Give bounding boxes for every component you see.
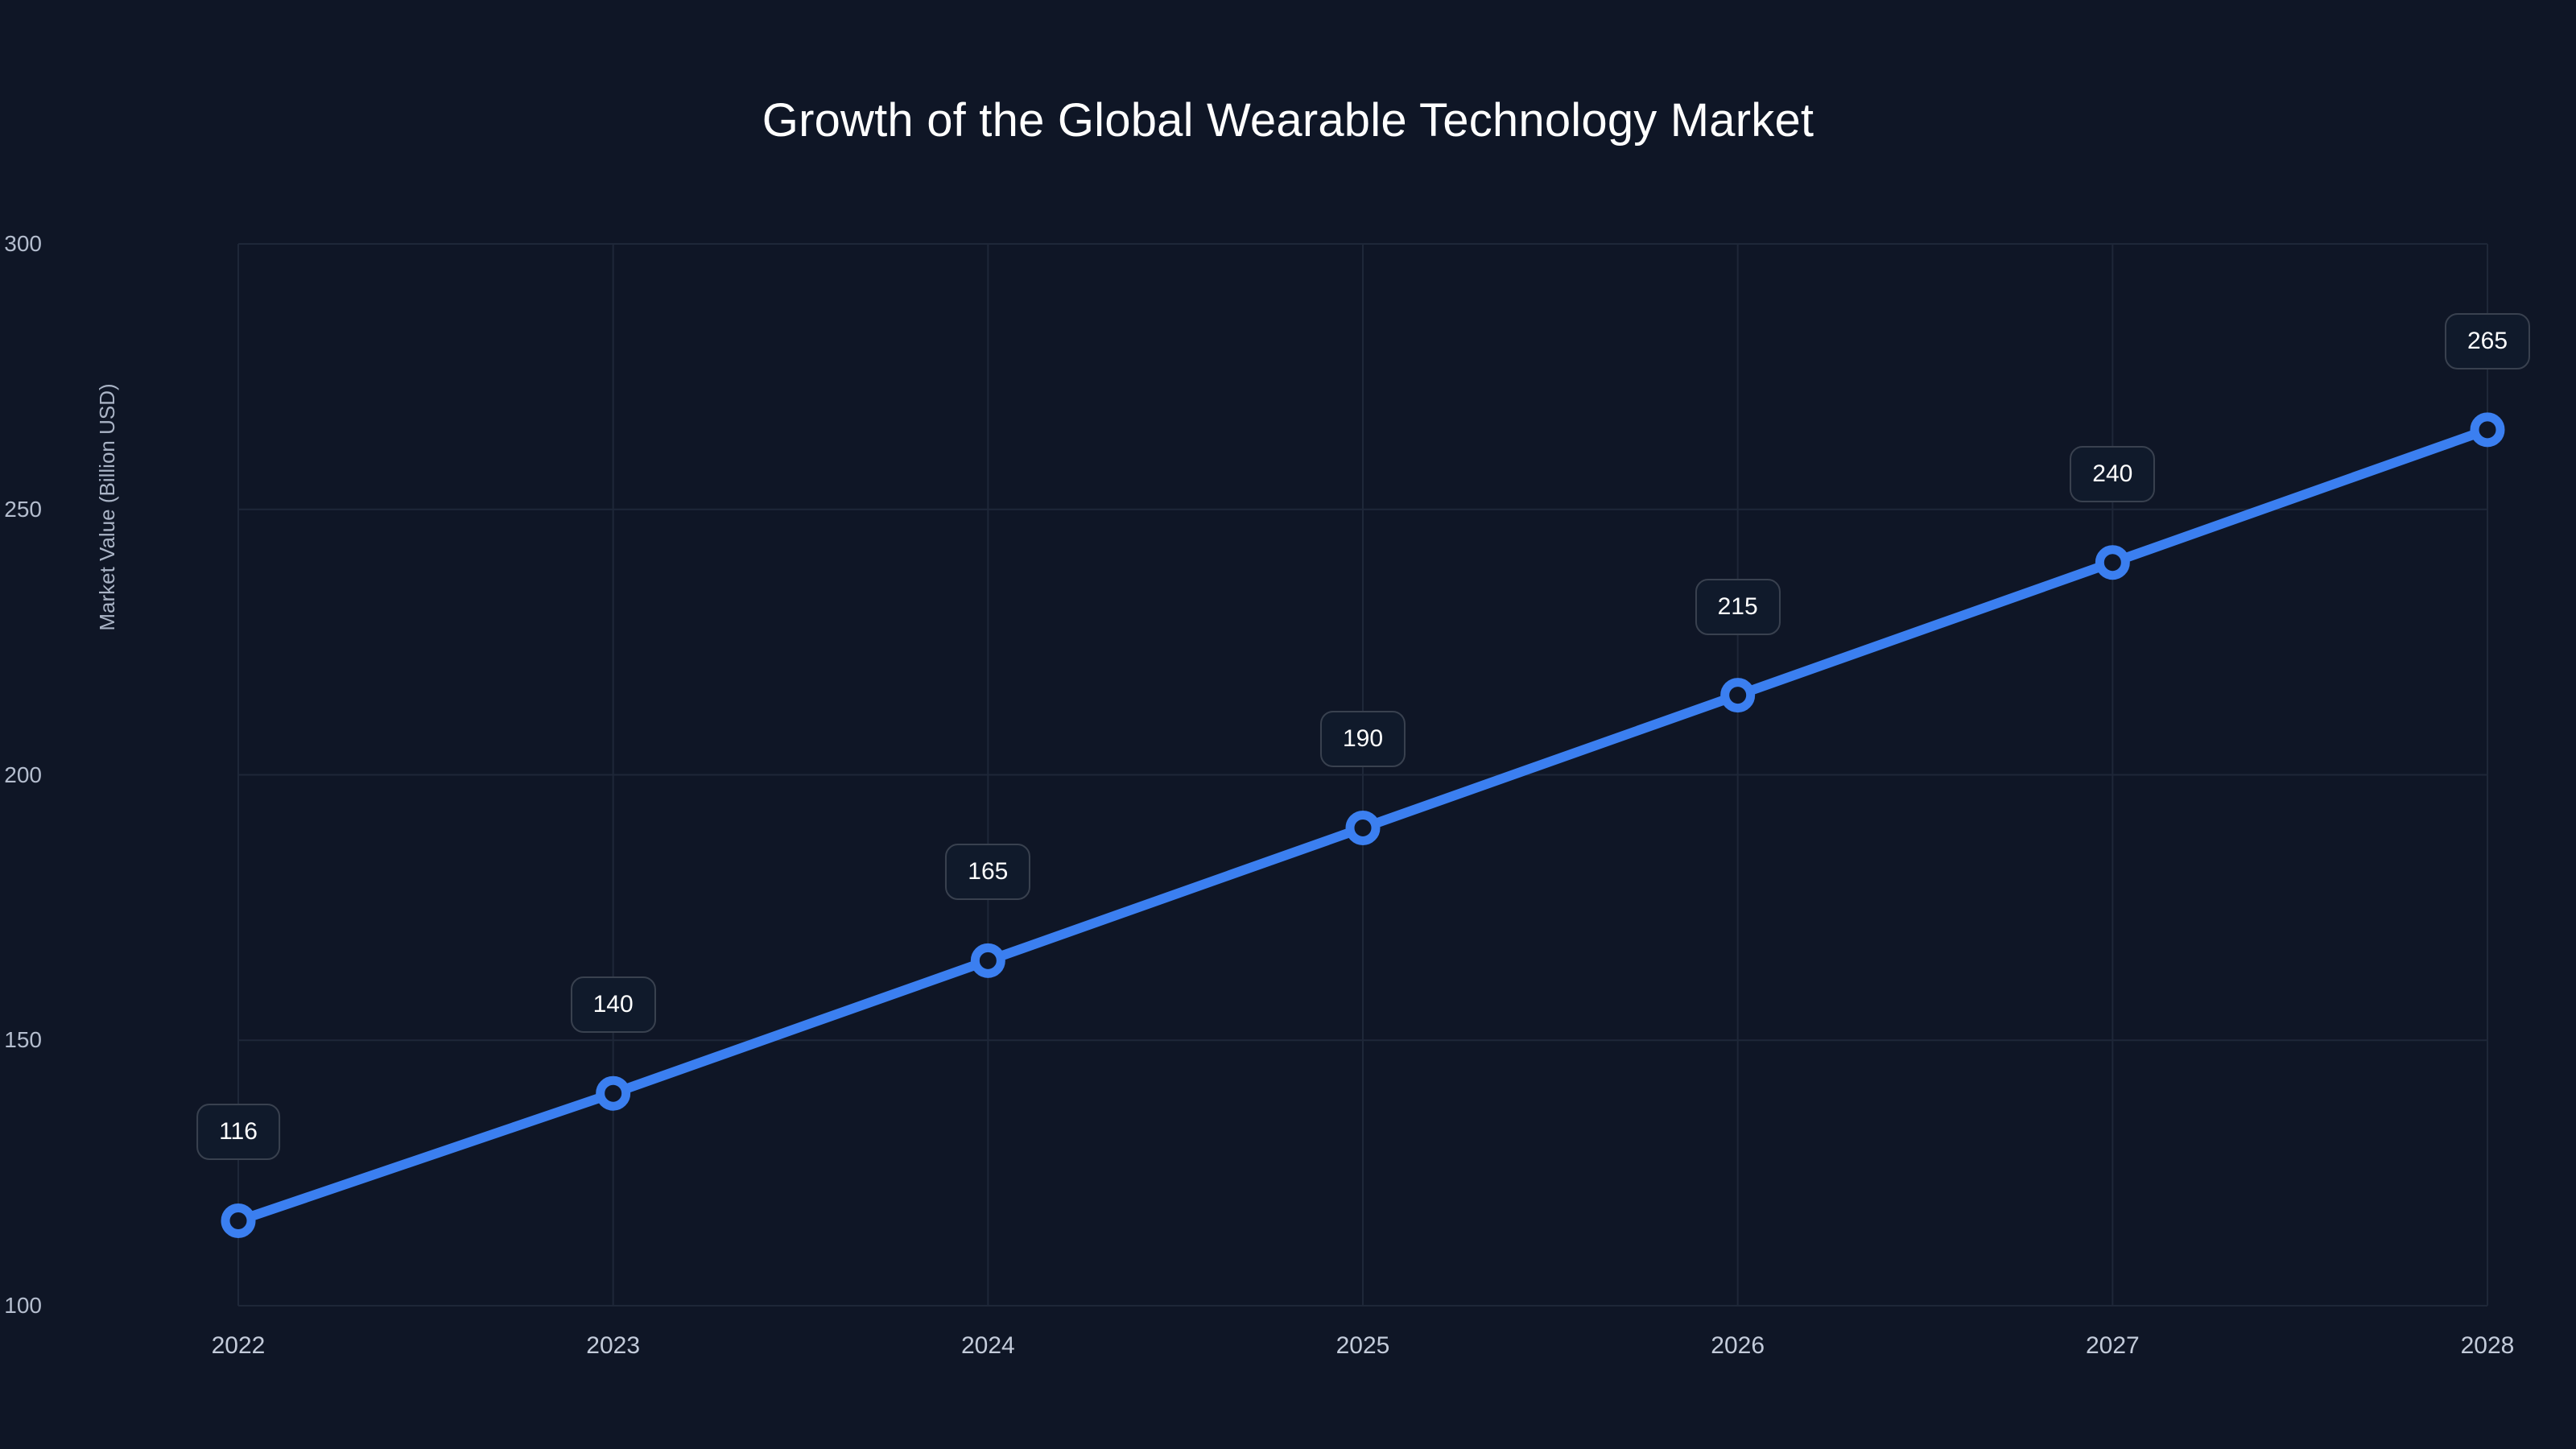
y-axis-tick-label: 150 [4,1027,42,1053]
data-point-label: 116 [196,1104,280,1161]
x-axis-tick-label: 2028 [2460,1332,2515,1359]
x-axis-tick-label: 2024 [960,1332,1015,1359]
data-point-markers [221,412,2505,1238]
x-axis-tick-label: 2027 [2085,1332,2140,1359]
y-axis-tick-label: 300 [4,231,42,256]
data-point-label: 265 [2444,312,2531,369]
data-point-label: 190 [1319,711,1406,768]
y-axis-tick-label: 250 [4,496,42,522]
data-point-label: 215 [1695,578,1781,635]
data-point-label: 165 [945,844,1031,901]
chart-title: Growth of the Global Wearable Technology… [762,94,1814,147]
x-axis-tick-label: 2023 [586,1332,641,1359]
x-axis-tick-label: 2026 [1711,1332,1765,1359]
y-axis-tick-label: 100 [4,1293,42,1318]
data-point-label: 240 [2070,445,2156,502]
data-point-label: 140 [570,976,656,1034]
x-axis-tick-label: 2025 [1335,1332,1390,1359]
gridlines [237,243,2488,1307]
x-axis-tick-label: 2022 [211,1332,266,1359]
y-axis-tick-label: 200 [4,762,42,787]
